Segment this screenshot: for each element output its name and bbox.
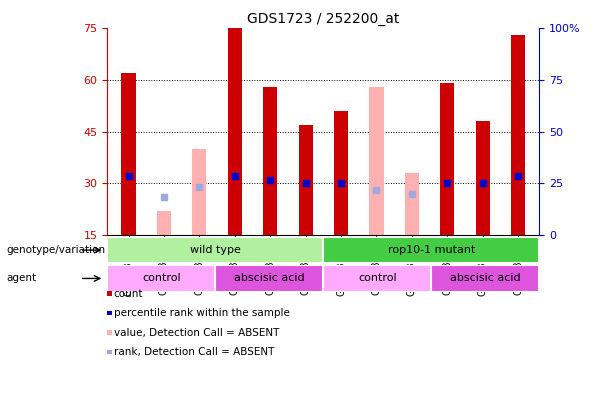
Text: value, Detection Call = ABSENT: value, Detection Call = ABSENT bbox=[113, 328, 279, 337]
Bar bbox=[107, 237, 324, 263]
Bar bbox=[107, 265, 215, 292]
Text: control: control bbox=[142, 273, 181, 283]
Text: percentile rank within the sample: percentile rank within the sample bbox=[113, 308, 289, 318]
Bar bbox=[157, 211, 171, 235]
Bar bbox=[324, 265, 432, 292]
Text: control: control bbox=[358, 273, 397, 283]
Bar bbox=[405, 173, 419, 235]
Bar bbox=[432, 265, 539, 292]
Text: abscisic acid: abscisic acid bbox=[450, 273, 520, 283]
Text: rop10-1 mutant: rop10-1 mutant bbox=[387, 245, 475, 255]
Text: count: count bbox=[113, 289, 143, 298]
Bar bbox=[334, 111, 348, 235]
Bar bbox=[476, 122, 490, 235]
Bar bbox=[192, 149, 207, 235]
Bar bbox=[227, 28, 242, 235]
Title: GDS1723 / 252200_at: GDS1723 / 252200_at bbox=[247, 12, 400, 26]
Text: agent: agent bbox=[6, 273, 36, 283]
Bar bbox=[121, 73, 135, 235]
Bar bbox=[440, 83, 454, 235]
Text: genotype/variation: genotype/variation bbox=[6, 245, 105, 255]
Bar bbox=[263, 87, 277, 235]
Bar bbox=[370, 87, 384, 235]
Bar bbox=[215, 265, 324, 292]
Text: wild type: wild type bbox=[190, 245, 241, 255]
Text: rank, Detection Call = ABSENT: rank, Detection Call = ABSENT bbox=[113, 347, 274, 357]
Bar bbox=[324, 237, 539, 263]
Text: abscisic acid: abscisic acid bbox=[234, 273, 305, 283]
Bar bbox=[299, 125, 313, 235]
Bar bbox=[511, 35, 525, 235]
